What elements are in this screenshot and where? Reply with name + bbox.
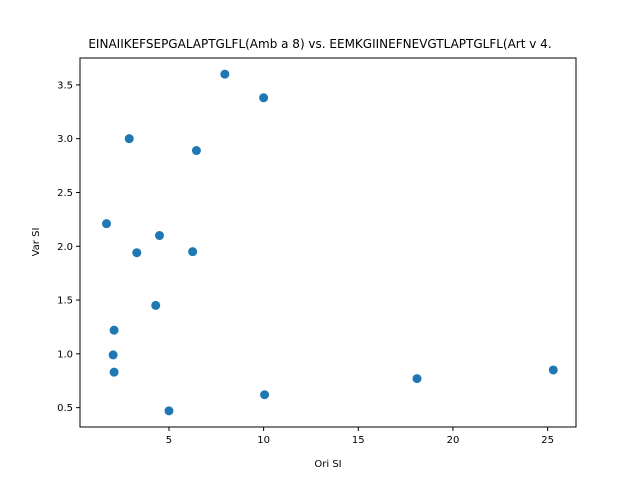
- scatter-point: [109, 367, 119, 377]
- scatter-point: [412, 374, 422, 384]
- data-points: [102, 69, 558, 416]
- scatter-point: [124, 134, 134, 144]
- y-tick-label: 3.0: [57, 134, 73, 145]
- chart-title: EINAIIKEFSEPGALAPTGLFL(Amb a 8) vs. EEMK…: [88, 37, 551, 51]
- scatter-point: [260, 390, 270, 400]
- y-axis-ticks: 0.5 1.0 1.5 2.0 2.5 3.0 3.5: [57, 80, 80, 414]
- scatter-point: [188, 247, 198, 257]
- x-tick-label: 25: [541, 435, 554, 446]
- scatter-point: [132, 248, 142, 258]
- scatter-point: [109, 325, 119, 335]
- y-tick-label: 1.0: [57, 349, 73, 360]
- y-tick-label: 2.0: [57, 242, 73, 253]
- x-tick-label: 20: [447, 435, 460, 446]
- scatter-point: [191, 146, 201, 156]
- y-tick-label: 1.5: [57, 296, 73, 307]
- plot-frame: [79, 57, 577, 428]
- scatter-point: [164, 406, 174, 416]
- y-tick-label: 2.5: [57, 188, 73, 199]
- y-tick-label: 3.5: [57, 80, 73, 91]
- x-axis-label: Ori SI: [314, 459, 341, 470]
- x-tick-label: 10: [257, 435, 270, 446]
- scatter-point: [259, 93, 269, 103]
- y-tick-label: 0.5: [57, 403, 73, 414]
- x-tick-label: 5: [166, 435, 172, 446]
- y-axis-label: Var SI: [31, 228, 42, 257]
- scatter-point: [220, 69, 230, 79]
- x-tick-label: 15: [352, 435, 365, 446]
- scatter-point: [151, 300, 161, 310]
- scatter-point: [102, 219, 112, 229]
- scatter-point: [155, 231, 165, 241]
- scatter-point: [108, 350, 118, 360]
- x-axis-ticks: 5 10 15 20 25: [166, 427, 554, 446]
- scatter-point: [548, 365, 558, 375]
